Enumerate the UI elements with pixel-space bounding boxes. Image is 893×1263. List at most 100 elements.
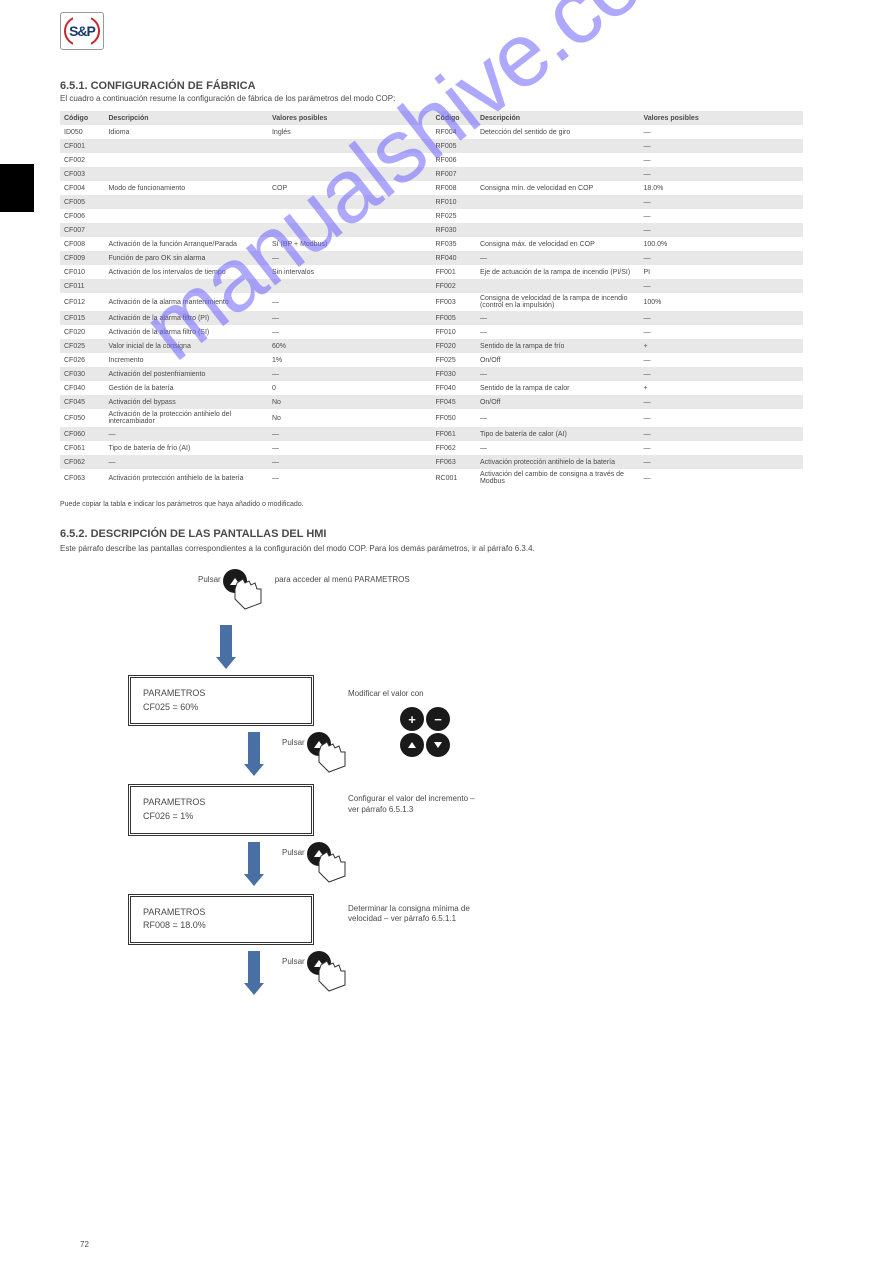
table-cell: CF009 (60, 251, 104, 265)
th-code-2: Código (431, 111, 475, 125)
table-cell: RF007 (431, 167, 475, 181)
press-text-4: Pulsar (282, 951, 305, 966)
table-cell: — (639, 153, 803, 167)
table-cell (268, 153, 432, 167)
table-cell: Activación del cambio de consigna a trav… (476, 469, 640, 487)
table-cell (268, 223, 432, 237)
table-cell: — (639, 209, 803, 223)
table-cell: — (639, 427, 803, 441)
table-cell: RF030 (431, 223, 475, 237)
table-cell (104, 195, 268, 209)
side-text-2: Configurar el valor del incremento – ver… (348, 794, 475, 815)
table-row: CF009Función de paro OK sin alarma—RF040… (60, 251, 803, 265)
table-cell: — (476, 325, 640, 339)
th-val-1: Valores posibles (268, 111, 432, 125)
table-cell: CF030 (60, 367, 104, 381)
table-cell: — (268, 441, 432, 455)
table-cell (104, 167, 268, 181)
table-cell (104, 279, 268, 293)
table-cell: Inglés (268, 125, 432, 139)
table-cell: RF010 (431, 195, 475, 209)
table-cell: — (476, 367, 640, 381)
table-cell: CF004 (60, 181, 104, 195)
table-cell: 0 (268, 381, 432, 395)
table-cell: RF008 (431, 181, 475, 195)
table-cell: — (476, 441, 640, 455)
table-cell: RF025 (431, 209, 475, 223)
plus-minus-up-down-buttons: + − (400, 707, 454, 757)
table-cell: FF002 (431, 279, 475, 293)
minus-icon: − (426, 707, 450, 731)
table-cell: FF010 (431, 325, 475, 339)
table-cell: Consigna máx. de velocidad en COP (476, 237, 640, 251)
arrow-down-icon (246, 842, 262, 886)
table-cell: RF035 (431, 237, 475, 251)
enter-button-hand-2 (307, 732, 367, 782)
table-row: CF006RF025— (60, 209, 803, 223)
table-cell: Sentido de la rampa de frío (476, 339, 640, 353)
press-text-3: Pulsar (282, 842, 305, 857)
side-text-3: Determinar la consigna mínima de velocid… (348, 904, 470, 925)
table-cell (104, 139, 268, 153)
table-cell: Sin intervalos (268, 265, 432, 279)
table-row: CF002RF006— (60, 153, 803, 167)
table-cell: — (268, 293, 432, 311)
table-row: CF015Activación de la alarma filtro (PI)… (60, 311, 803, 325)
table-cell: 1% (268, 353, 432, 367)
table-cell: Valor inicial de la consigna (104, 339, 268, 353)
table-cell: — (639, 311, 803, 325)
table-cell: — (476, 251, 640, 265)
table-cell: PI (639, 265, 803, 279)
table-cell: — (639, 279, 803, 293)
table-row: CF050Activación de la protección antihie… (60, 409, 803, 427)
table-cell (268, 209, 432, 223)
table-cell: Incremento (104, 353, 268, 367)
table-row: CF062——FF063Activación protección antihi… (60, 455, 803, 469)
table-cell: 100% (639, 293, 803, 311)
table-cell: — (268, 367, 432, 381)
table-cell: — (639, 125, 803, 139)
table-row: CF025Valor inicial de la consigna60%FF02… (60, 339, 803, 353)
table-cell (476, 223, 640, 237)
table-row: CF007RF030— (60, 223, 803, 237)
table-cell (476, 167, 640, 181)
table-row: CF001RF005— (60, 139, 803, 153)
table-cell: — (268, 469, 432, 487)
table-row: CF005RF010— (60, 195, 803, 209)
table-cell: RF004 (431, 125, 475, 139)
hand-pointer-icon (231, 575, 273, 613)
table-row: CF063Activación protección antihielo de … (60, 469, 803, 487)
table-cell: + (639, 339, 803, 353)
table-cell (268, 195, 432, 209)
table-cell (268, 279, 432, 293)
screen2-line2: CF026 = 1% (143, 811, 299, 823)
table-cell: ID050 (60, 125, 104, 139)
table-cell: FF030 (431, 367, 475, 381)
table-cell: Consigna mín. de velocidad en COP (476, 181, 640, 195)
table-cell: Activación de los intervalos de tiempo (104, 265, 268, 279)
table-cell: Activación de la alarma mantenimiento (104, 293, 268, 311)
page-number: 72 (80, 1240, 89, 1249)
side-text-1: Modificar el valor con (348, 689, 424, 699)
table-cell: On/Off (476, 353, 640, 367)
screen1-line2: CF025 = 60% (143, 702, 299, 714)
table-cell: CF063 (60, 469, 104, 487)
table-cell: CF005 (60, 195, 104, 209)
table-cell: — (639, 139, 803, 153)
table-cell: CF020 (60, 325, 104, 339)
table-row: CF040Gestión de la batería0FF040Sentido … (60, 381, 803, 395)
table-cell: Sí (BP + Modbus) (268, 237, 432, 251)
table-cell: FF050 (431, 409, 475, 427)
side-tab (0, 164, 34, 212)
table-cell: CF025 (60, 339, 104, 353)
table-cell: Activación de la alarma filtro (PI) (104, 311, 268, 325)
table-row: CF004Modo de funcionamientoCOPRF008Consi… (60, 181, 803, 195)
table-cell: Activación protección antihielo de la ba… (476, 455, 640, 469)
press-text-1b: para acceder al menú PARAMETROS (275, 569, 410, 584)
table-cell: FF045 (431, 395, 475, 409)
table-cell: — (268, 455, 432, 469)
table-cell: Activación de la alarma filtro (SI) (104, 325, 268, 339)
table-cell: — (639, 167, 803, 181)
table-cell: CF040 (60, 381, 104, 395)
table-cell: CF011 (60, 279, 104, 293)
